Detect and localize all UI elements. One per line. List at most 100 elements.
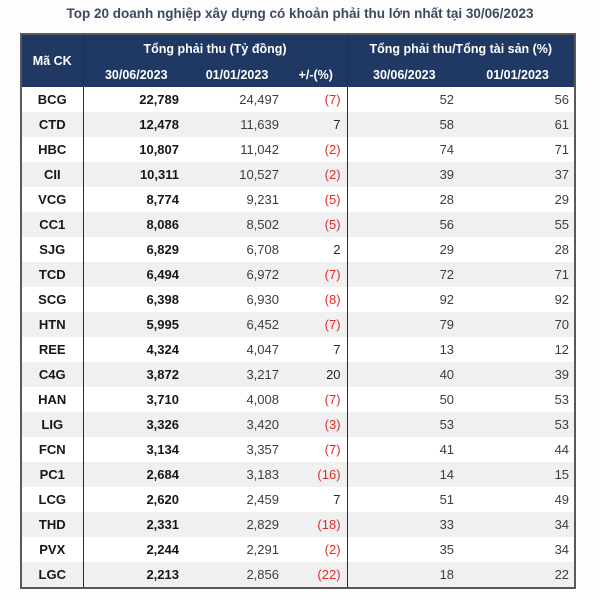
- table-row: HBC 10,807 11,042 (2) 74 71: [21, 137, 576, 162]
- header-ratio-date-current: 30/06/2023: [347, 62, 462, 87]
- ticker-cell: HBC: [21, 137, 84, 162]
- table-header: Mã CK Tổng phải thu (Tỷ đồng) Tổng phải …: [21, 34, 576, 87]
- ratio-prior-cell: 61: [461, 112, 576, 137]
- table-row: SCG 6,398 6,930 (8) 92 92: [21, 287, 576, 312]
- table-row: VCG 8,774 9,231 (5) 28 29: [21, 187, 576, 212]
- ticker-cell: CTD: [21, 112, 84, 137]
- receivables-current-cell: 3,872: [83, 362, 189, 387]
- change-pct-cell: (22): [285, 562, 348, 588]
- ticker-cell: C4G: [21, 362, 84, 387]
- ticker-cell: BCG: [21, 87, 84, 112]
- header-date-current: 30/06/2023: [83, 62, 189, 87]
- receivables-current-cell: 3,710: [83, 387, 189, 412]
- ticker-cell: HTN: [21, 312, 84, 337]
- ratio-prior-cell: 28: [461, 237, 576, 262]
- change-pct-cell: (3): [285, 412, 348, 437]
- table-row: TCD 6,494 6,972 (7) 72 71: [21, 262, 576, 287]
- ratio-current-cell: 92: [347, 287, 462, 312]
- ratio-prior-cell: 34: [461, 512, 576, 537]
- table-row: PC1 2,684 3,183 (16) 14 15: [21, 462, 576, 487]
- header-ratio-date-prior: 01/01/2023: [461, 62, 576, 87]
- receivables-prior-cell: 3,183: [189, 462, 285, 487]
- table-row: REE 4,324 4,047 7 13 12: [21, 337, 576, 362]
- receivables-prior-cell: 9,231: [189, 187, 285, 212]
- change-pct-cell: 7: [285, 337, 348, 362]
- ticker-cell: SJG: [21, 237, 84, 262]
- ratio-current-cell: 18: [347, 562, 462, 588]
- receivables-table: Mã CK Tổng phải thu (Tỷ đồng) Tổng phải …: [20, 33, 577, 589]
- ratio-current-cell: 50: [347, 387, 462, 412]
- table-row: LGC 2,213 2,856 (22) 18 22: [21, 562, 576, 588]
- receivables-prior-cell: 24,497: [189, 87, 285, 112]
- ratio-prior-cell: 53: [461, 387, 576, 412]
- ratio-current-cell: 52: [347, 87, 462, 112]
- table-row: THD 2,331 2,829 (18) 33 34: [21, 512, 576, 537]
- ratio-current-cell: 51: [347, 487, 462, 512]
- receivables-current-cell: 2,244: [83, 537, 189, 562]
- header-group-receivables-ratio: Tổng phải thu/Tổng tài sản (%): [347, 34, 576, 62]
- change-pct-cell: (18): [285, 512, 348, 537]
- change-pct-cell: (16): [285, 462, 348, 487]
- receivables-current-cell: 6,398: [83, 287, 189, 312]
- ratio-current-cell: 72: [347, 262, 462, 287]
- receivables-prior-cell: 6,708: [189, 237, 285, 262]
- ratio-current-cell: 28: [347, 187, 462, 212]
- table-row: HAN 3,710 4,008 (7) 50 53: [21, 387, 576, 412]
- table-row: PVX 2,244 2,291 (2) 35 34: [21, 537, 576, 562]
- receivables-prior-cell: 11,639: [189, 112, 285, 137]
- receivables-prior-cell: 8,502: [189, 212, 285, 237]
- table-row: SJG 6,829 6,708 2 29 28: [21, 237, 576, 262]
- change-pct-cell: (7): [285, 387, 348, 412]
- ratio-prior-cell: 71: [461, 137, 576, 162]
- receivables-prior-cell: 6,972: [189, 262, 285, 287]
- header-change-pct: +/-(%): [285, 62, 348, 87]
- change-pct-cell: 7: [285, 487, 348, 512]
- ratio-prior-cell: 37: [461, 162, 576, 187]
- receivables-current-cell: 10,807: [83, 137, 189, 162]
- ratio-prior-cell: 34: [461, 537, 576, 562]
- change-pct-cell: (7): [285, 312, 348, 337]
- ratio-prior-cell: 55: [461, 212, 576, 237]
- receivables-prior-cell: 3,357: [189, 437, 285, 462]
- ticker-cell: CC1: [21, 212, 84, 237]
- ratio-prior-cell: 71: [461, 262, 576, 287]
- change-pct-cell: (7): [285, 262, 348, 287]
- ticker-cell: LGC: [21, 562, 84, 588]
- receivables-current-cell: 2,213: [83, 562, 189, 588]
- table-row: HTN 5,995 6,452 (7) 79 70: [21, 312, 576, 337]
- table-row: FCN 3,134 3,357 (7) 41 44: [21, 437, 576, 462]
- ratio-prior-cell: 44: [461, 437, 576, 462]
- ratio-current-cell: 39: [347, 162, 462, 187]
- page-title: Top 20 doanh nghiệp xây dựng có khoản ph…: [66, 6, 534, 21]
- ticker-cell: SCG: [21, 287, 84, 312]
- ratio-prior-cell: 49: [461, 487, 576, 512]
- table-row: LCG 2,620 2,459 7 51 49: [21, 487, 576, 512]
- receivables-prior-cell: 3,420: [189, 412, 285, 437]
- ratio-prior-cell: 53: [461, 412, 576, 437]
- change-pct-cell: (5): [285, 212, 348, 237]
- table-row: C4G 3,872 3,217 20 40 39: [21, 362, 576, 387]
- ratio-prior-cell: 29: [461, 187, 576, 212]
- receivables-prior-cell: 3,217: [189, 362, 285, 387]
- ticker-cell: PC1: [21, 462, 84, 487]
- receivables-current-cell: 6,829: [83, 237, 189, 262]
- receivables-current-cell: 3,134: [83, 437, 189, 462]
- ratio-prior-cell: 92: [461, 287, 576, 312]
- ticker-cell: FCN: [21, 437, 84, 462]
- ratio-prior-cell: 15: [461, 462, 576, 487]
- change-pct-cell: (5): [285, 187, 348, 212]
- ratio-current-cell: 53: [347, 412, 462, 437]
- table-row: CC1 8,086 8,502 (5) 56 55: [21, 212, 576, 237]
- receivables-current-cell: 10,311: [83, 162, 189, 187]
- ratio-prior-cell: 39: [461, 362, 576, 387]
- ticker-cell: PVX: [21, 537, 84, 562]
- change-pct-cell: (7): [285, 87, 348, 112]
- table-row: BCG 22,789 24,497 (7) 52 56: [21, 87, 576, 112]
- ratio-current-cell: 35: [347, 537, 462, 562]
- table-row: CTD 12,478 11,639 7 58 61: [21, 112, 576, 137]
- receivables-current-cell: 2,620: [83, 487, 189, 512]
- receivables-prior-cell: 2,459: [189, 487, 285, 512]
- receivables-table-container: Mã CK Tổng phải thu (Tỷ đồng) Tổng phải …: [20, 33, 577, 589]
- ratio-current-cell: 74: [347, 137, 462, 162]
